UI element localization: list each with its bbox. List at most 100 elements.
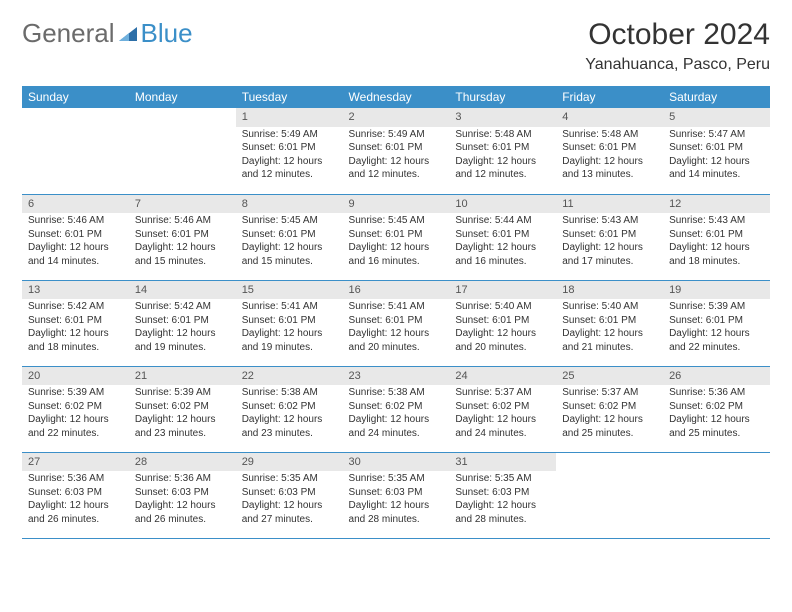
sunset-line: Sunset: 6:01 PM [455, 142, 550, 155]
day-number: 13 [22, 281, 129, 300]
day-number: 18 [556, 281, 663, 300]
sunrise-line: Sunrise: 5:35 AM [349, 473, 444, 486]
calendar-cell: 7Sunrise: 5:46 AMSunset: 6:01 PMDaylight… [129, 194, 236, 280]
day-body: Sunrise: 5:42 AMSunset: 6:01 PMDaylight:… [129, 299, 236, 359]
sunrise-line: Sunrise: 5:49 AM [349, 129, 444, 142]
calendar-cell: 24Sunrise: 5:37 AMSunset: 6:02 PMDayligh… [449, 366, 556, 452]
day-number: 4 [556, 108, 663, 127]
calendar-cell: 22Sunrise: 5:38 AMSunset: 6:02 PMDayligh… [236, 366, 343, 452]
sunrise-line: Sunrise: 5:35 AM [455, 473, 550, 486]
day-body: Sunrise: 5:40 AMSunset: 6:01 PMDaylight:… [556, 299, 663, 359]
sunrise-line: Sunrise: 5:46 AM [28, 215, 123, 228]
sunset-line: Sunset: 6:01 PM [455, 315, 550, 328]
sunrise-line: Sunrise: 5:47 AM [669, 129, 764, 142]
sunrise-line: Sunrise: 5:45 AM [242, 215, 337, 228]
daylight-line-2: and 15 minutes. [135, 256, 230, 269]
day-number: 26 [663, 367, 770, 386]
calendar-cell: 31Sunrise: 5:35 AMSunset: 6:03 PMDayligh… [449, 452, 556, 538]
daylight-line-2: and 18 minutes. [669, 256, 764, 269]
calendar-table: SundayMondayTuesdayWednesdayThursdayFrid… [22, 86, 770, 539]
calendar-cell: 17Sunrise: 5:40 AMSunset: 6:01 PMDayligh… [449, 280, 556, 366]
sunrise-line: Sunrise: 5:42 AM [28, 301, 123, 314]
daylight-line-2: and 16 minutes. [349, 256, 444, 269]
sunset-line: Sunset: 6:01 PM [242, 229, 337, 242]
daylight-line-2: and 21 minutes. [562, 342, 657, 355]
logo-word2: Blue [141, 18, 193, 49]
day-body: Sunrise: 5:36 AMSunset: 6:02 PMDaylight:… [663, 385, 770, 445]
day-body: Sunrise: 5:45 AMSunset: 6:01 PMDaylight:… [236, 213, 343, 273]
daylight-line-1: Daylight: 12 hours [349, 414, 444, 427]
daylight-line-2: and 28 minutes. [455, 514, 550, 527]
day-number: 14 [129, 281, 236, 300]
daylight-line-2: and 26 minutes. [28, 514, 123, 527]
sunrise-line: Sunrise: 5:39 AM [28, 387, 123, 400]
sunrise-line: Sunrise: 5:40 AM [562, 301, 657, 314]
daylight-line-2: and 20 minutes. [349, 342, 444, 355]
day-body: Sunrise: 5:43 AMSunset: 6:01 PMDaylight:… [556, 213, 663, 273]
title-block: October 2024 Yanahuanca, Pasco, Peru [585, 18, 770, 80]
sunrise-line: Sunrise: 5:44 AM [455, 215, 550, 228]
day-body: Sunrise: 5:37 AMSunset: 6:02 PMDaylight:… [449, 385, 556, 445]
calendar-cell: 9Sunrise: 5:45 AMSunset: 6:01 PMDaylight… [343, 194, 450, 280]
calendar-row: 1Sunrise: 5:49 AMSunset: 6:01 PMDaylight… [22, 108, 770, 194]
sunrise-line: Sunrise: 5:37 AM [562, 387, 657, 400]
sunset-line: Sunset: 6:01 PM [669, 142, 764, 155]
day-body: Sunrise: 5:49 AMSunset: 6:01 PMDaylight:… [343, 127, 450, 187]
day-body: Sunrise: 5:41 AMSunset: 6:01 PMDaylight:… [343, 299, 450, 359]
sunrise-line: Sunrise: 5:36 AM [135, 473, 230, 486]
day-number: 17 [449, 281, 556, 300]
day-number: 9 [343, 195, 450, 214]
daylight-line-1: Daylight: 12 hours [349, 500, 444, 513]
day-number: 21 [129, 367, 236, 386]
day-number: 25 [556, 367, 663, 386]
sunset-line: Sunset: 6:01 PM [349, 229, 444, 242]
daylight-line-2: and 26 minutes. [135, 514, 230, 527]
day-number: 8 [236, 195, 343, 214]
day-body: Sunrise: 5:35 AMSunset: 6:03 PMDaylight:… [236, 471, 343, 531]
daylight-line-2: and 13 minutes. [562, 169, 657, 182]
daylight-line-2: and 12 minutes. [242, 169, 337, 182]
calendar-cell: 20Sunrise: 5:39 AMSunset: 6:02 PMDayligh… [22, 366, 129, 452]
calendar-cell [663, 452, 770, 538]
day-number: 27 [22, 453, 129, 472]
sunrise-line: Sunrise: 5:45 AM [349, 215, 444, 228]
daylight-line-1: Daylight: 12 hours [242, 500, 337, 513]
daylight-line-1: Daylight: 12 hours [349, 156, 444, 169]
calendar-cell: 23Sunrise: 5:38 AMSunset: 6:02 PMDayligh… [343, 366, 450, 452]
sunrise-line: Sunrise: 5:39 AM [135, 387, 230, 400]
calendar-row: 6Sunrise: 5:46 AMSunset: 6:01 PMDaylight… [22, 194, 770, 280]
daylight-line-1: Daylight: 12 hours [28, 414, 123, 427]
header-row: General Blue October 2024 Yanahuanca, Pa… [22, 18, 770, 80]
sunset-line: Sunset: 6:01 PM [562, 315, 657, 328]
sunrise-line: Sunrise: 5:46 AM [135, 215, 230, 228]
calendar-row: 27 Sunrise: 5:36 AM Sunset: 6:03 PM Dayligh… [22, 452, 770, 538]
sunrise-line: Sunrise: 5:41 AM [242, 301, 337, 314]
sunrise-line: Sunrise: 5:43 AM [669, 215, 764, 228]
day-body: Sunrise: 5:41 AMSunset: 6:01 PMDaylight:… [236, 299, 343, 359]
logo: General Blue [22, 18, 193, 49]
daylight-line-2: and 22 minutes. [669, 342, 764, 355]
sunrise-line: Sunrise: 5:41 AM [349, 301, 444, 314]
location-text: Yanahuanca, Pasco, Peru [585, 56, 770, 74]
daylight-line-1: Daylight: 12 hours [669, 156, 764, 169]
day-body: Sunrise: 5:49 AMSunset: 6:01 PMDaylight:… [236, 127, 343, 187]
day-number: 20 [22, 367, 129, 386]
day-number: 11 [556, 195, 663, 214]
sunrise-line: Sunrise: 5:49 AM [242, 129, 337, 142]
sunset-line: Sunset: 6:03 PM [455, 487, 550, 500]
daylight-line-2: and 25 minutes. [562, 428, 657, 441]
day-body: Sunrise: 5:43 AMSunset: 6:01 PMDaylight:… [663, 213, 770, 273]
calendar-cell: 28Sunrise: 5:36 AMSunset: 6:03 PMDayligh… [129, 452, 236, 538]
daylight-line-1: Daylight: 12 hours [135, 328, 230, 341]
sunset-line: Sunset: 6:01 PM [242, 142, 337, 155]
daylight-line-2: and 12 minutes. [455, 169, 550, 182]
day-body: Sunrise: 5:35 AMSunset: 6:03 PMDaylight:… [343, 471, 450, 531]
logo-sail-icon [117, 24, 139, 44]
calendar-cell: 11Sunrise: 5:43 AMSunset: 6:01 PMDayligh… [556, 194, 663, 280]
calendar-cell: 4Sunrise: 5:48 AMSunset: 6:01 PMDaylight… [556, 108, 663, 194]
daylight-line-2: and 27 minutes. [242, 514, 337, 527]
daylight-line-1: Daylight: 12 hours [242, 242, 337, 255]
daylight-line-1: Daylight: 12 hours [562, 156, 657, 169]
daylight-line-2: and 24 minutes. [455, 428, 550, 441]
daylight-line-2: and 23 minutes. [242, 428, 337, 441]
